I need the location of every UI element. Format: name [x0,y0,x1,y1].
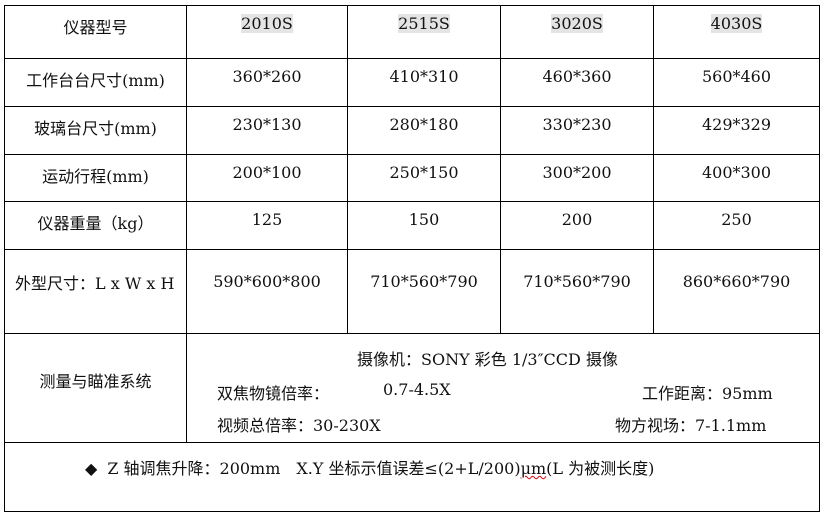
spec-value-text: 300*200 [542,163,612,182]
model-header: 2010S [186,5,348,59]
model-header-text: 2010S [241,14,293,33]
spec-value-text: 560*460 [701,67,772,86]
row-label-text: 外型尺寸：L x W x H [15,274,175,293]
model-header-text: 2515S [398,14,450,33]
measure-text: 工作距离：95mm [642,384,773,403]
row-label: 工作台台尺寸(mm) [4,58,187,107]
footer-segment: (L 为被测长度) [546,459,655,478]
spec-value: 860*660*790 [653,249,820,334]
spec-value: 200 [500,201,654,250]
spec-value-text: 590*600*800 [213,272,321,291]
spec-value-text: 410*310 [389,67,459,86]
spec-value-text: 200*100 [232,163,302,182]
spec-value-text: 710*560*790 [370,272,478,291]
header-label-text: 仪器型号 [63,18,128,37]
measure-text: 双焦物镜倍率： [217,384,330,403]
spec-value: 230*130 [186,106,348,155]
spec-value-text: 230*130 [232,115,302,134]
spec-value-text: 125 [251,210,283,229]
row-label: 外型尺寸：L x W x H [4,249,187,334]
spec-value: 710*560*790 [500,249,654,334]
spec-value: 590*600*800 [186,249,348,334]
measure-label-text: 测量与瞄准系统 [39,372,152,391]
spec-value-text: 250 [721,210,752,229]
row-label-text: 仪器重量（kg） [37,214,154,233]
spec-value: 330*230 [500,106,654,155]
spec-value: 400*300 [653,154,820,202]
spec-value: 200*100 [186,154,348,202]
model-header: 3020S [500,5,654,59]
spec-value-text: 280*180 [389,115,459,134]
row-label-text: 运动行程(mm) [42,167,149,186]
row-label: 运动行程(mm) [4,154,187,202]
spec-value: 250 [653,201,820,250]
model-header-text: 4030S [710,14,763,33]
model-header: 2515S [347,5,501,59]
spec-value: 125 [186,201,348,250]
row-label: 玻璃台尺寸(mm) [4,106,187,155]
spec-value-text: 710*560*790 [523,272,631,291]
footer-note: ◆ Z 轴调焦升降：200mm X.Y 坐标示值误差≤(2+L/200)μm(L … [4,442,820,512]
spec-value-text: 460*360 [542,67,612,86]
spec-value: 710*560*790 [347,249,501,334]
spec-value: 150 [347,201,501,250]
spec-value: 250*150 [347,154,501,202]
spec-value-text: 860*660*790 [682,272,791,291]
measure-text: 摄像机：SONY 彩色 1/3″CCD 摄像 [357,350,618,369]
spec-value-text: 400*300 [701,163,772,182]
spec-value: 429*329 [653,106,820,155]
measure-text: 视频总倍率：30-230X [217,416,381,435]
measure-details: 摄像机：SONY 彩色 1/3″CCD 摄像双焦物镜倍率： 0.7-4.5X 工作距… [186,333,820,443]
model-header-text: 3020S [551,14,603,33]
measure-label: 测量与瞄准系统 [4,333,187,443]
spec-value: 360*260 [186,58,348,107]
spec-value: 460*360 [500,58,654,107]
spec-value: 410*310 [347,58,501,107]
spec-value-text: 360*260 [232,67,302,86]
row-label-text: 玻璃台尺寸(mm) [34,119,157,138]
model-header: 4030S [653,5,820,59]
footer-text: ◆ Z 轴调焦升降：200mm X.Y 坐标示值误差≤(2+L/200)μm(L … [85,455,654,479]
row-label-text: 工作台台尺寸(mm) [26,71,165,90]
spec-value-text: 330*230 [542,115,612,134]
footer-segment: Z 轴调焦升降：200mm X.Y 坐标示值误差≤(2+L/200) [107,459,521,478]
measure-text: 物方视场：7-1.1mm [615,416,767,435]
row-label: 仪器重量（kg） [4,201,187,250]
header-label: 仪器型号 [4,5,187,59]
measure-text: 0.7-4.5X [383,380,451,399]
spec-value-text: 429*329 [701,115,772,134]
spec-value-text: 200 [561,210,593,229]
spec-value-text: 150 [408,210,440,229]
spec-value: 280*180 [347,106,501,155]
spec-value-text: 250*150 [389,163,459,182]
spec-value: 300*200 [500,154,654,202]
spec-value: 560*460 [653,58,820,107]
bullet-icon: ◆ [85,459,98,478]
footer-segment: μm [520,459,547,478]
